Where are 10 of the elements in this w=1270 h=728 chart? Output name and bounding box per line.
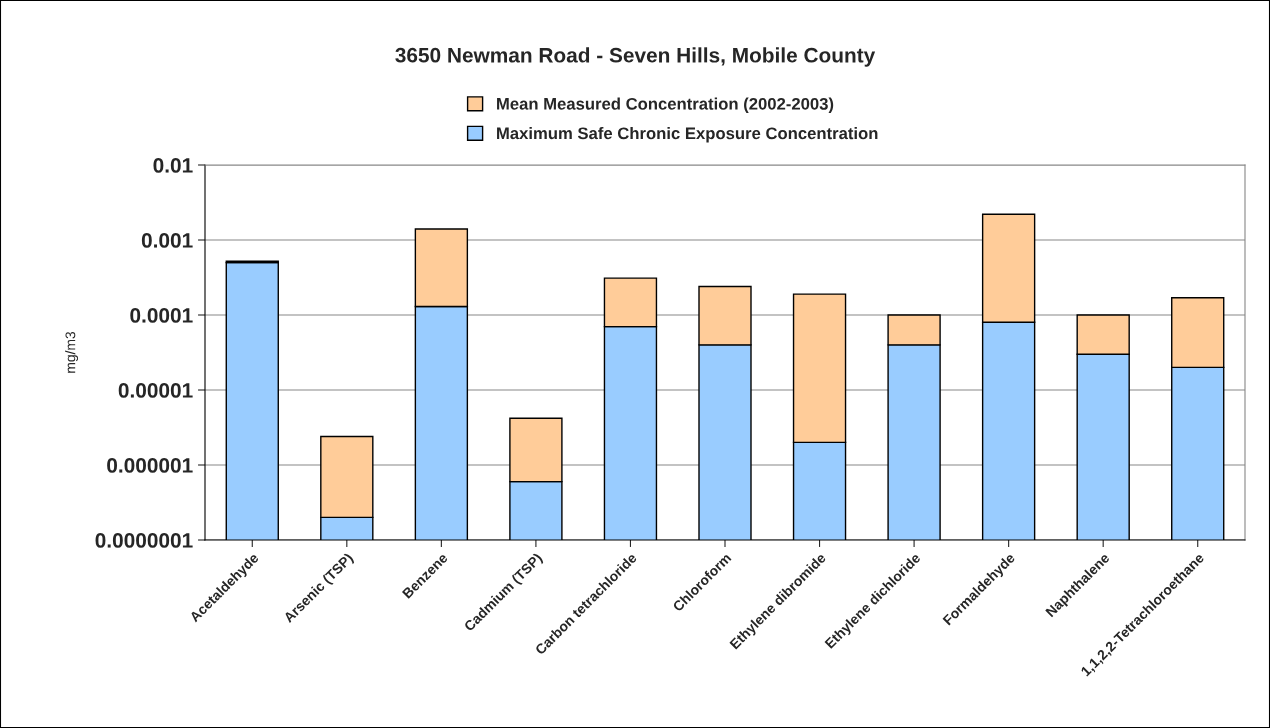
y-tick-label: 0.000001 bbox=[107, 458, 193, 473]
y-tick-label: 0.001 bbox=[141, 233, 193, 248]
legend-label: Mean Measured Concentration (2002-2003) bbox=[497, 97, 834, 114]
legend-label: Maximum Safe Chronic Exposure Concentration bbox=[497, 126, 878, 143]
chart-title: 3650 Newman Road - Seven Hills, Mobile County bbox=[395, 47, 876, 67]
y-tick-label: 0.00001 bbox=[118, 383, 193, 398]
y-tick-label: 0.01 bbox=[153, 158, 193, 173]
y-tick-label: 0.0000001 bbox=[95, 533, 193, 548]
y-tick-label: 0.0001 bbox=[130, 308, 193, 323]
y-axis-title: mg/m3 bbox=[65, 331, 79, 373]
